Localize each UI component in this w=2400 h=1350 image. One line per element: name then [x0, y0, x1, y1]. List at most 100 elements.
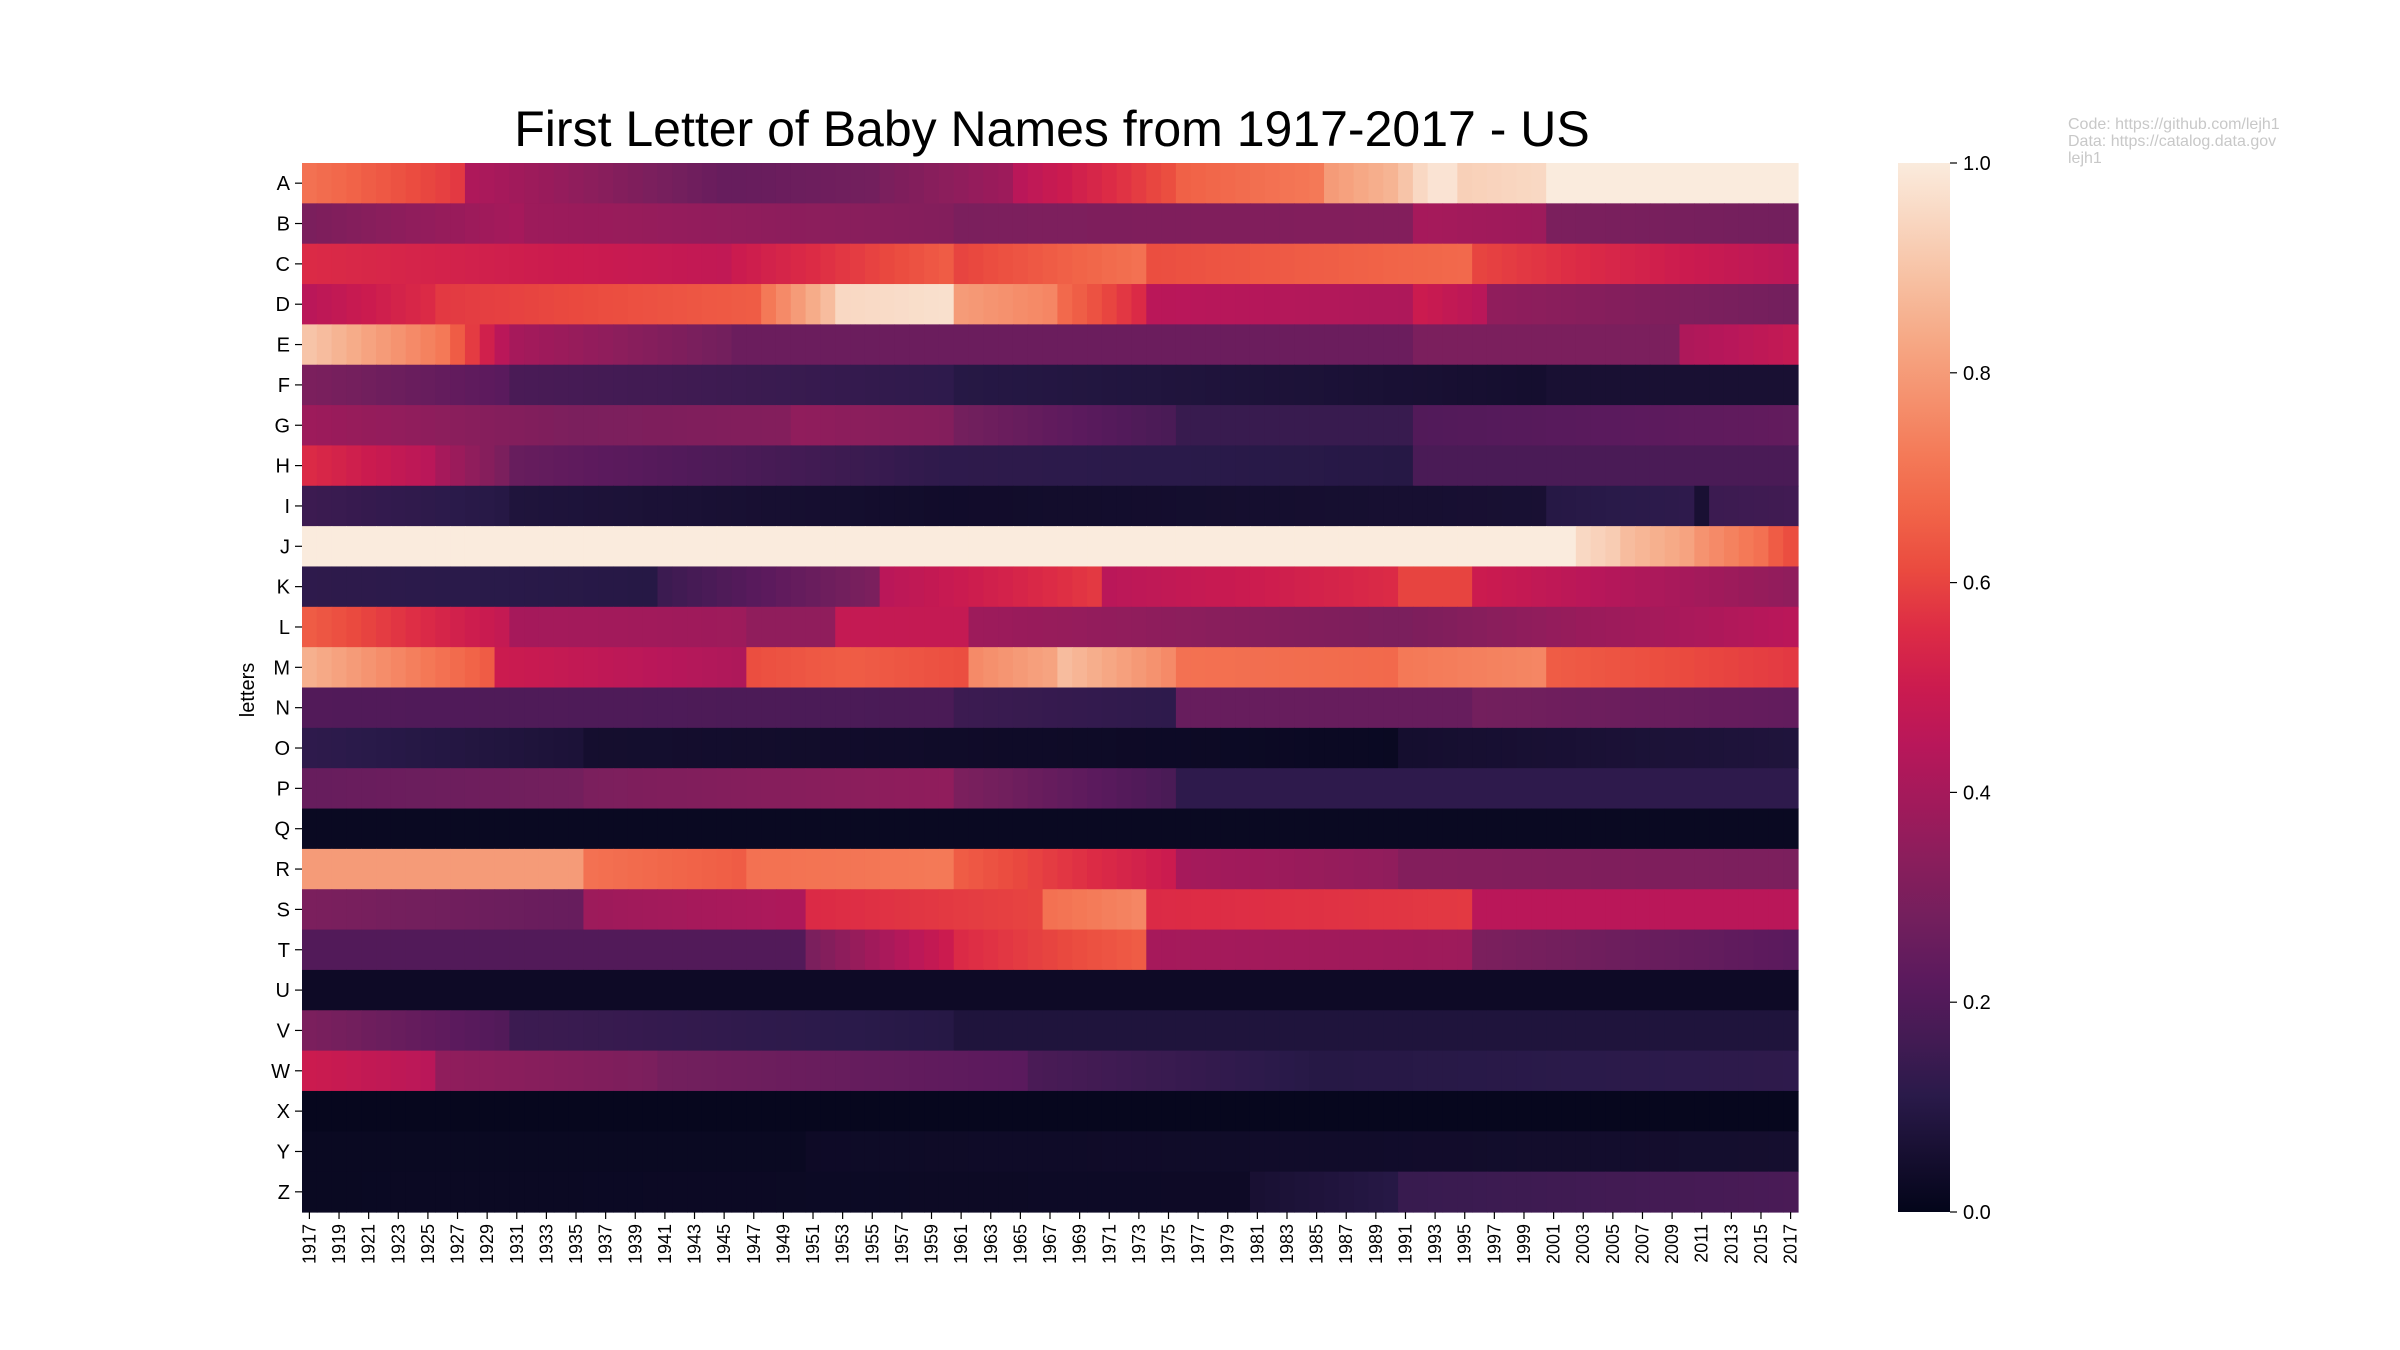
heatmap-cell — [953, 808, 970, 850]
heatmap-cell — [672, 284, 688, 325]
heatmap-cell — [820, 405, 836, 447]
heatmap-cell — [746, 606, 762, 648]
heatmap-cell — [1768, 163, 1784, 204]
heatmap-cell — [1472, 566, 1488, 608]
heatmap-cell — [775, 606, 792, 648]
heatmap-cell — [1620, 727, 1636, 769]
heatmap-cell — [1116, 1171, 1133, 1213]
heatmap-cell — [909, 606, 925, 648]
heatmap-cell — [1486, 485, 1503, 527]
heatmap-cell — [316, 485, 333, 527]
heatmap-cell — [1738, 405, 1755, 447]
heatmap-cell — [1442, 848, 1458, 890]
heatmap-cell — [746, 445, 762, 487]
heatmap-cell — [524, 1050, 540, 1092]
heatmap-cell — [1353, 243, 1370, 285]
heatmap-cell — [864, 163, 881, 204]
heatmap-cell — [761, 1171, 777, 1213]
heatmap-cell — [968, 1171, 984, 1213]
heatmap-cell — [968, 848, 984, 890]
heatmap-cell — [1590, 1010, 1607, 1052]
heatmap-cell — [613, 1131, 629, 1173]
heatmap-cell — [1457, 969, 1473, 1011]
heatmap-cell — [1531, 848, 1547, 890]
heatmap-cell — [1072, 1010, 1088, 1052]
heatmap-cell — [1264, 1090, 1281, 1132]
heatmap-cell — [1398, 929, 1414, 971]
heatmap-cell — [790, 808, 807, 850]
heatmap-cell — [1575, 324, 1592, 366]
heatmap-cell — [1027, 647, 1044, 689]
heatmap-cell — [1161, 203, 1177, 245]
heatmap-cell — [1175, 243, 1192, 285]
heatmap-cell — [1249, 727, 1266, 769]
heatmap-cell — [568, 606, 585, 648]
heatmap-cell — [1412, 808, 1429, 850]
heatmap-cell — [1768, 1050, 1784, 1092]
heatmap-cell — [701, 808, 718, 850]
heatmap-cell — [1472, 727, 1488, 769]
heatmap-cell — [1264, 485, 1281, 527]
heatmap-cell — [553, 808, 570, 850]
heatmap-cell — [1294, 647, 1310, 689]
heatmap-cell — [1546, 1050, 1562, 1092]
heatmap-cell — [376, 969, 392, 1011]
heatmap-cell — [1161, 808, 1177, 850]
heatmap-cell — [909, 243, 925, 285]
heatmap-cell — [1694, 324, 1710, 366]
heatmap-cell — [938, 647, 955, 689]
heatmap-cell — [1590, 284, 1607, 325]
heatmap-cell — [464, 284, 481, 325]
heatmap-cell — [316, 1171, 333, 1213]
heatmap-cell — [1427, 566, 1444, 608]
heatmap-cell — [894, 364, 910, 406]
heatmap-cell — [568, 1090, 585, 1132]
heatmap-cell — [1694, 768, 1710, 810]
heatmap-cell — [1531, 647, 1547, 689]
heatmap-cell — [479, 1090, 496, 1132]
heatmap-cell — [524, 566, 540, 608]
heatmap-cell — [1353, 526, 1370, 568]
heatmap-cell — [1531, 566, 1547, 608]
heatmap-cell — [1620, 203, 1636, 245]
heatmap-cell — [450, 768, 466, 810]
heatmap-cell — [1486, 1050, 1503, 1092]
heatmap-cell — [1457, 647, 1473, 689]
heatmap-cell — [302, 526, 318, 568]
heatmap-cell — [1516, 1090, 1532, 1132]
heatmap-cell — [1309, 808, 1325, 850]
heatmap-cell — [1264, 1131, 1281, 1173]
heatmap-cell — [331, 687, 348, 729]
heatmap-cell — [909, 1131, 925, 1173]
heatmap-cell — [998, 445, 1014, 487]
heatmap-cell — [1383, 1131, 1399, 1173]
credit-data-cont: lejh1 — [2068, 150, 2102, 167]
heatmap-cell — [1531, 808, 1547, 850]
heatmap-cell — [1753, 364, 1769, 406]
heatmap-cell — [924, 606, 940, 648]
heatmap-cell — [1220, 203, 1236, 245]
heatmap-cell — [1279, 1090, 1295, 1132]
heatmap-cell — [1235, 848, 1251, 890]
heatmap-cell — [598, 606, 614, 648]
heatmap-cell — [1768, 768, 1784, 810]
heatmap-cell — [302, 445, 318, 487]
heatmap-cell — [1279, 1171, 1295, 1213]
heatmap-cell — [1101, 1010, 1118, 1052]
heatmap-cell — [924, 203, 940, 245]
heatmap-cell — [1605, 405, 1621, 447]
heatmap-cell — [1457, 606, 1473, 648]
heatmap-cell — [390, 687, 407, 729]
heatmap-cell — [1249, 768, 1266, 810]
heatmap-cell — [1486, 1090, 1503, 1132]
heatmap-cell — [405, 364, 422, 406]
heatmap-cell — [1057, 929, 1073, 971]
heatmap-cell — [1353, 1050, 1370, 1092]
heatmap-cell — [1620, 808, 1636, 850]
heatmap-cell — [1531, 606, 1547, 648]
heatmap-cell — [1783, 324, 1799, 366]
heatmap-cell — [983, 566, 999, 608]
heatmap-cell — [1235, 929, 1251, 971]
heatmap-cell — [1635, 969, 1651, 1011]
heatmap-cell — [1472, 647, 1488, 689]
